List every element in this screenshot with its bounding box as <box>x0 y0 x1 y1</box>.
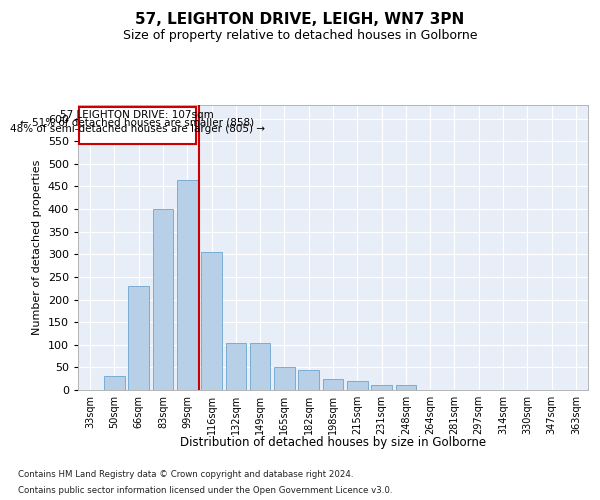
Bar <box>250 342 271 390</box>
Text: Contains HM Land Registry data © Crown copyright and database right 2024.: Contains HM Land Registry data © Crown c… <box>18 470 353 479</box>
Bar <box>104 376 125 390</box>
Bar <box>201 252 222 390</box>
Bar <box>395 386 416 390</box>
Text: 57 LEIGHTON DRIVE: 107sqm: 57 LEIGHTON DRIVE: 107sqm <box>61 110 214 120</box>
Bar <box>323 378 343 390</box>
Bar <box>371 386 392 390</box>
Text: Distribution of detached houses by size in Golborne: Distribution of detached houses by size … <box>180 436 486 449</box>
Text: Contains public sector information licensed under the Open Government Licence v3: Contains public sector information licen… <box>18 486 392 495</box>
Bar <box>128 286 149 390</box>
Bar <box>152 209 173 390</box>
Text: Size of property relative to detached houses in Golborne: Size of property relative to detached ho… <box>123 28 477 42</box>
Y-axis label: Number of detached properties: Number of detached properties <box>32 160 42 335</box>
Bar <box>347 381 368 390</box>
Text: 48% of semi-detached houses are larger (805) →: 48% of semi-detached houses are larger (… <box>10 124 265 134</box>
Text: 57, LEIGHTON DRIVE, LEIGH, WN7 3PN: 57, LEIGHTON DRIVE, LEIGH, WN7 3PN <box>136 12 464 28</box>
Text: ← 51% of detached houses are smaller (858): ← 51% of detached houses are smaller (85… <box>20 117 254 127</box>
FancyBboxPatch shape <box>79 108 196 144</box>
Bar <box>177 180 197 390</box>
Bar <box>274 368 295 390</box>
Bar <box>298 370 319 390</box>
Bar <box>226 342 246 390</box>
